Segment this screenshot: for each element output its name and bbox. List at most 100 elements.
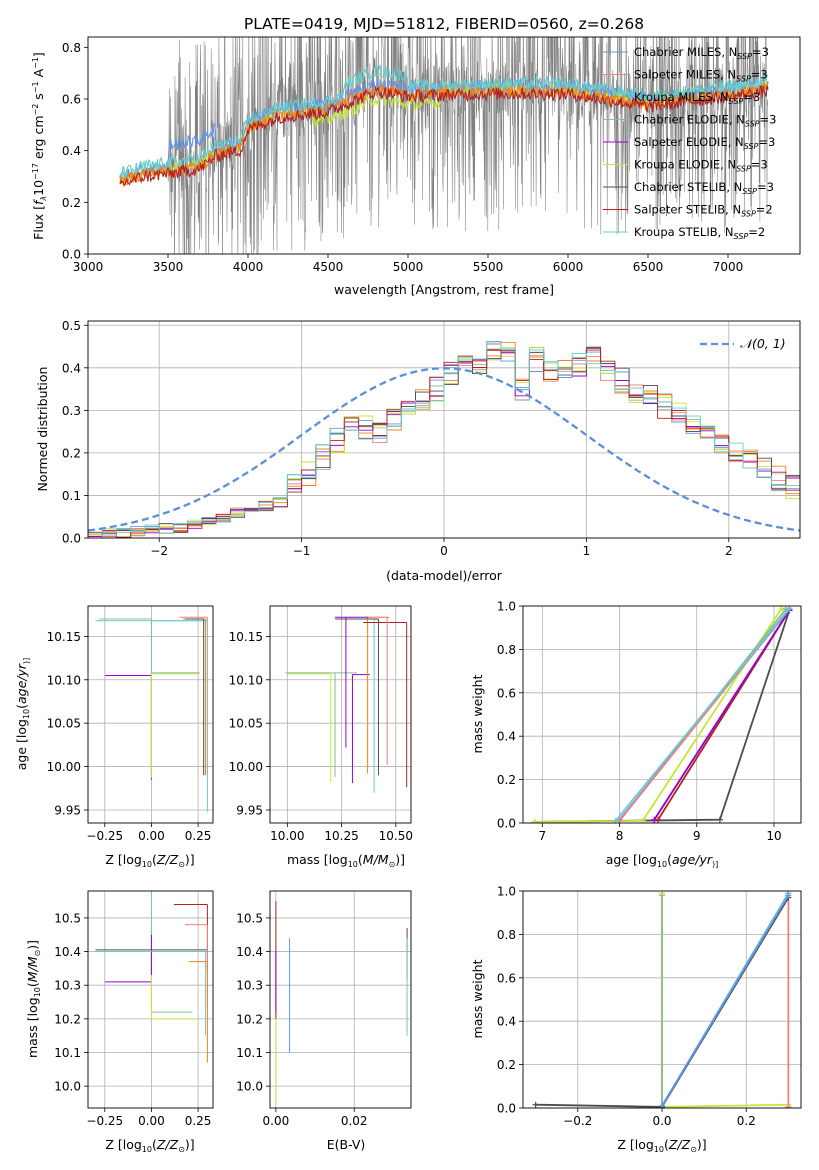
spectrum-legend-label: Kroupa ELODIE, NSSP=3 — [634, 158, 768, 174]
spectrum-ytick-label: 0.0 — [62, 248, 81, 262]
age_vs_Z-xtick-label: −0.25 — [86, 829, 123, 843]
spectrum-legend-entry: Kroupa ELODIE, NSSP=3 — [603, 158, 768, 174]
mass_vs_Z-ytick-label: 10.5 — [54, 911, 81, 925]
spectrum-model-salpeter_stelib — [119, 85, 769, 186]
mass_weight_vs_age-series — [531, 606, 793, 823]
age_vs_mass-ytick-label: 9.95 — [236, 803, 263, 817]
age_vs_mass-xlabel: mass [log10(M/M⊙)] — [287, 852, 405, 869]
mass_weight_vs_age-ylabel: mass weight — [470, 674, 485, 753]
age_vs_Z-xlabel-part: ⊙ — [178, 860, 185, 869]
age_vs_mass-ytick-label: 10.15 — [229, 630, 263, 644]
mass_vs_Z-xlabel: Z [log10(Z/Z⊙)] — [105, 1137, 194, 1154]
mass_vs_ebv-ytick-label: 10.2 — [236, 1012, 263, 1026]
mass_weight_vs_Z-xlabel: Z [log10(Z/Z⊙)] — [617, 1137, 706, 1154]
spectrum-xlabel: wavelength [Angstrom, rest frame] — [334, 282, 554, 297]
age_vs_mass-frame — [269, 605, 412, 824]
mass_weight_vs_age-ytick-label: 0.8 — [497, 643, 516, 657]
mass_vs_Z-ytick-label: 10.4 — [54, 945, 81, 959]
mass_weight_vs_age-xtick-label: 7 — [538, 829, 546, 843]
spectrum-legend-label: Chabrier ELODIE, NSSP=3 — [634, 113, 776, 129]
age_vs_mass-points — [285, 616, 408, 793]
mass_weight_vs_Z-ytick-label: 1.0 — [497, 885, 516, 899]
residuals-ylabel: Normed distribution — [35, 367, 50, 492]
spectrum-legend-label: Chabrier STELIB, NSSP=3 — [634, 180, 774, 196]
legend-suffix: =3 — [752, 45, 769, 59]
mass_vs_ebv-ytick-label: 10.1 — [236, 1046, 263, 1060]
mass_weight_vs_age-xtick-label: 10 — [766, 829, 781, 843]
mass_weight_vs_Z-xlabel-part: Z [log — [617, 1137, 653, 1152]
legend-sub: SSP — [736, 75, 751, 84]
age_vs_mass-xlabel-part: mass [log — [287, 852, 348, 867]
spectrum-legend-label: Kroupa MILES, NSSP=3 — [634, 90, 760, 106]
legend-sub: SSP — [745, 120, 760, 129]
age_vs_mass-xlabel-part: 10 — [348, 860, 358, 869]
mass_weight_vs_Z-ytick-label: 0.4 — [497, 1015, 516, 1029]
mass_weight_vs_age-marker — [651, 816, 658, 823]
spectrum-legend-entry: Salpeter MILES, NSSP=3 — [603, 68, 768, 84]
mass_weight_vs_Z-xlabel-part: )] — [697, 1137, 707, 1152]
mass_weight_vs_Z-line — [661, 894, 790, 1107]
spectrum-data-line — [119, 37, 768, 254]
mass_weight_vs_Z-xtick-label: 0.0 — [652, 1114, 671, 1128]
age_vs_mass-xlabel-part: M/M — [363, 852, 389, 867]
mass_vs_Z-ytick-label: 10.3 — [54, 979, 81, 993]
age_vs_mass-xlabel-part: ⊙ — [389, 860, 396, 869]
mass_vs_Z-points — [95, 891, 208, 1063]
mass_weight_vs_Z-marker — [785, 892, 792, 899]
spectrum-model-kroupa_stelib — [119, 64, 769, 179]
residuals-histograms — [88, 341, 800, 538]
residuals-hist-series — [88, 342, 800, 538]
spectrum-xtick-label: 6500 — [633, 260, 664, 274]
spectrum-model-kroupa_miles — [119, 82, 769, 187]
legend-suffix: =3 — [760, 113, 777, 127]
mass_weight_vs_age-line — [615, 607, 791, 822]
spectrum-ytick-label: 0.4 — [62, 144, 81, 158]
age_vs_Z-xlabel-part: Z [log — [105, 852, 141, 867]
mass_vs_ebv-ytick-label: 10.4 — [236, 945, 263, 959]
spectrum-ylabel-part: −17 — [31, 163, 40, 180]
spectrum-legend-entry: Kroupa MILES, NSSP=3 — [603, 90, 760, 106]
residuals-xtick-label: 1 — [583, 544, 591, 558]
spectrum-ylabel: Flux [fλ10−17 erg cm−2 s−1 A−1] — [31, 52, 48, 240]
residuals-hist-series — [88, 349, 800, 538]
age_vs_Z-ylabel: age [log10(age/yr)] — [14, 658, 31, 771]
legend-name: Chabrier STELIB, N — [634, 180, 742, 194]
mass_weight_vs_age-xlabel-part: )] — [712, 860, 718, 869]
mass_vs_Z-xlabel-part: Z [log — [105, 1137, 141, 1152]
age_vs_Z-ylabel-part: 10 — [22, 709, 31, 719]
mass_vs_Z-xlabel-part: )] — [185, 1137, 195, 1152]
mass_vs_ebv-xtick-label: 0.00 — [263, 1114, 290, 1128]
age_vs_Z-ylabel-part: ( — [14, 704, 29, 709]
residuals-xtick-label: 0 — [440, 544, 448, 558]
mass_weight_vs_age-xlabel-part: age [log — [606, 852, 657, 867]
age_vs_Z-xlabel-part: )] — [185, 852, 195, 867]
mass_weight_vs_age-ytick-label: 0.6 — [497, 686, 516, 700]
mass_vs_ebv-xtick-label: 0.02 — [341, 1114, 368, 1128]
mass_weight_vs_age-line — [653, 609, 791, 821]
age_vs_Z-ytick-label: 9.95 — [54, 803, 81, 817]
spectrum-ylabel-part: f — [31, 199, 46, 205]
mass_vs_Z-ytick-label: 10.2 — [54, 1012, 81, 1026]
spectrum-frame — [87, 36, 801, 255]
residuals-hist-series — [88, 346, 800, 535]
spectrum-ylabel-part: Flux [ — [31, 205, 46, 240]
residuals-xlabel: (data-model)/error — [386, 568, 503, 583]
age_vs_Z-xlabel-part: ( — [152, 852, 157, 867]
mass_vs_ebv-axes: 0.00 0.02 10.0 10.1 10.2 10.3 10.4 10.5 E(B-V) — [236, 890, 412, 1152]
mass_weight_vs_age-ytick-label: 0.0 — [497, 817, 516, 831]
spectrum-xtick-label: 4000 — [233, 260, 264, 274]
residuals-hist-series — [88, 341, 800, 538]
residuals-ytick-label: 0.2 — [62, 446, 81, 460]
age_vs_Z-ylabel-part: age [log — [14, 719, 29, 770]
residuals-axes: −2 −1 0 1 2 0.0 0.1 0.2 0.3 0.4 0.5 𝒩(0, 1) (data-mo… — [35, 319, 801, 583]
residuals-xtick-label: −2 — [150, 544, 168, 558]
legend-sub: SSP — [742, 187, 757, 196]
mass_weight_vs_age-marker — [531, 818, 538, 823]
legend-name: Salpeter MILES, N — [634, 68, 736, 82]
age_vs_Z-points — [95, 616, 208, 812]
spectrum-legend-entry: Salpeter ELODIE, NSSP=3 — [603, 135, 775, 151]
spectrum-axes: 3000 3500 4000 4500 5000 5500 6000 6500 7000 0.0 0… — [31, 36, 801, 297]
mass_weight_vs_Z-ytick-label: 0.6 — [497, 971, 516, 985]
spectrum-legend-label: Kroupa STELIB, NSSP=2 — [634, 225, 765, 241]
